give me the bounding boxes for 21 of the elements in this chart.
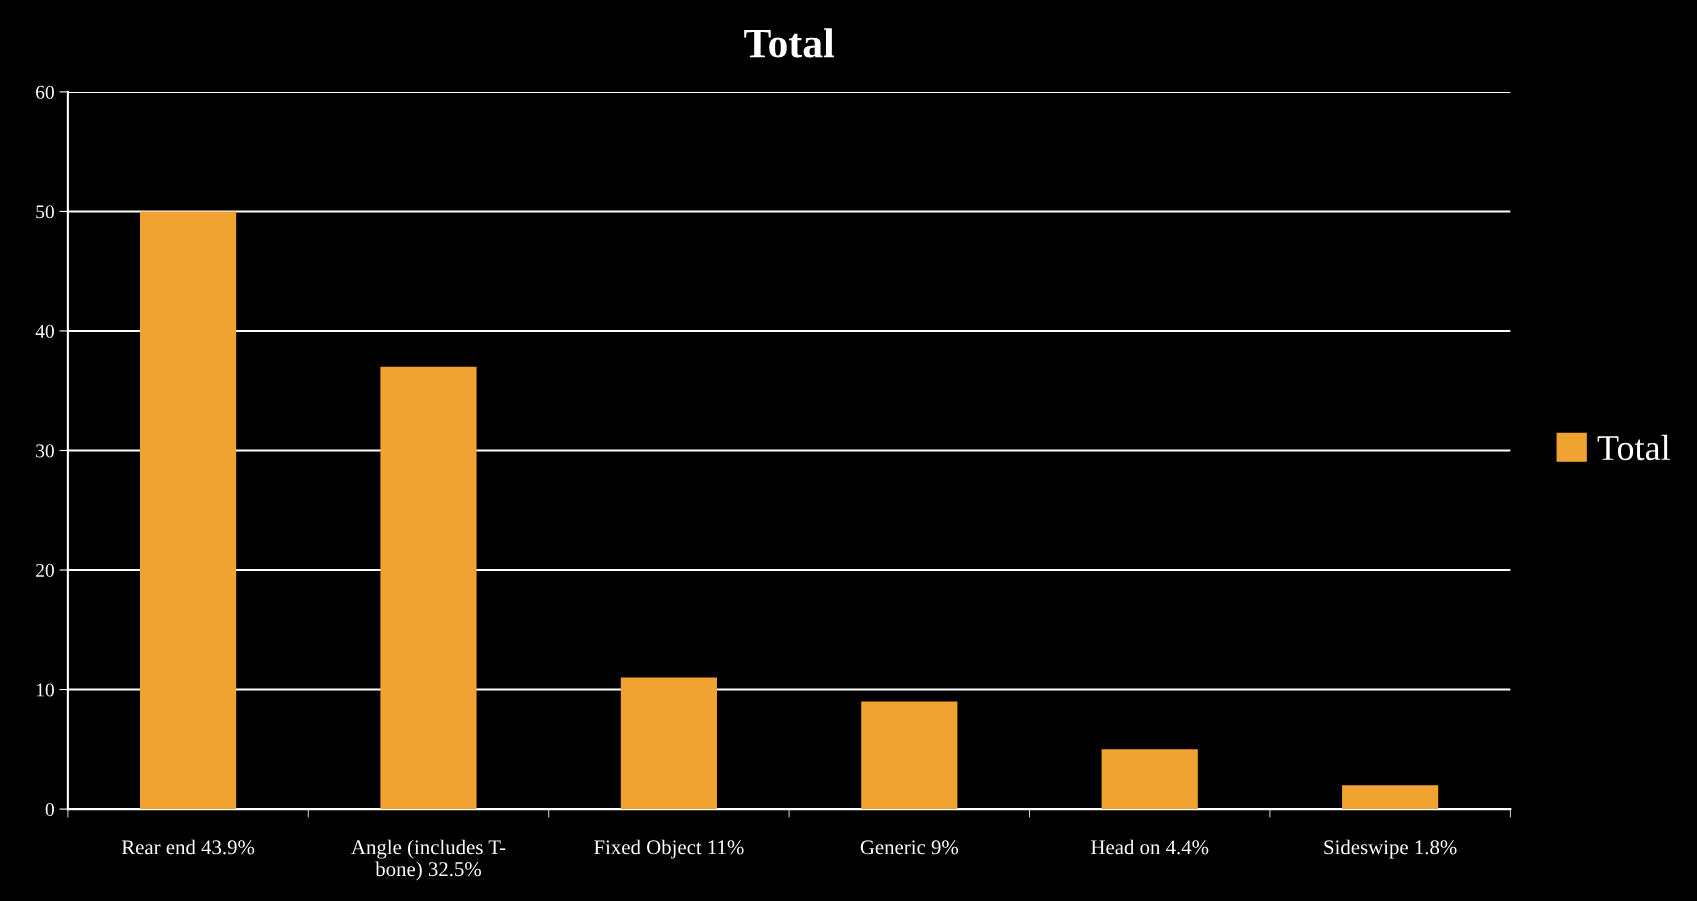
y-tick-label: 10 — [36, 683, 54, 697]
bar — [380, 366, 477, 810]
y-tick-label: 0 — [45, 802, 54, 817]
x-tick-label: Generic 9% — [860, 840, 959, 855]
bar — [1101, 749, 1198, 810]
y-tick-label: 50 — [36, 205, 54, 219]
x-tick-label: Head on 4.4% — [1091, 839, 1209, 855]
y-tick-label: 30 — [36, 444, 54, 458]
x-tick-label: Fixed Object 11% — [594, 839, 744, 859]
bar — [861, 701, 958, 810]
x-tick-label: Sideswipe 1.8% — [1324, 839, 1457, 859]
x-tick-label: Angle (includes T- bone) 32.5% — [351, 839, 506, 881]
legend-label: Total — [1597, 434, 1670, 461]
y-tick-label: 60 — [36, 85, 54, 99]
bar — [620, 677, 717, 810]
y-tick-label: 40 — [35, 324, 54, 338]
chart-title: Total — [744, 28, 834, 58]
x-tick-label: Rear end 43.9% — [121, 839, 255, 855]
bar — [1342, 785, 1439, 810]
bar — [140, 211, 237, 810]
y-tick-label: 20 — [36, 563, 54, 577]
